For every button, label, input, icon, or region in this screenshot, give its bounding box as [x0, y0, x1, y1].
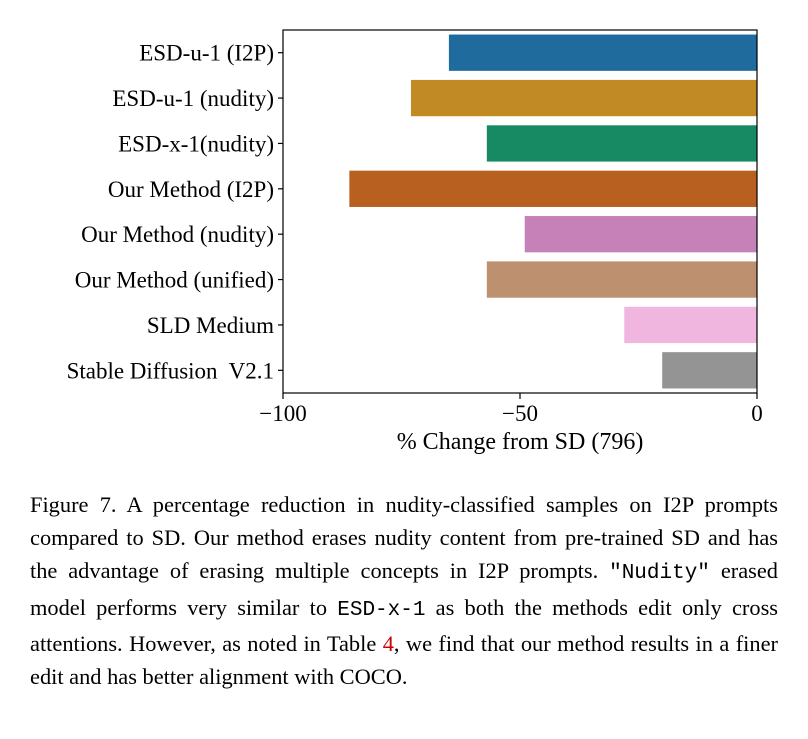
category-label: Our Method (I2P)	[108, 177, 274, 202]
caption-text-3: as both the methods edit only cross atte…	[30, 594, 778, 656]
bars-group	[349, 34, 757, 389]
x-axis-label: % Change from SD (796)	[397, 429, 644, 455]
category-label: Our Method (unified)	[75, 268, 274, 293]
caption-text-4: , we find that our method results in a f…	[30, 630, 778, 690]
x-tick-label: −50	[502, 401, 538, 426]
category-label: ESD-x-1(nudity)	[118, 131, 274, 156]
x-ticks: −100 −50 0	[259, 393, 763, 426]
bar-2	[410, 79, 757, 117]
bar-6	[486, 261, 757, 298]
plot-frame	[282, 29, 758, 394]
bar-3	[486, 125, 757, 162]
bar-4	[349, 170, 757, 207]
figure-caption: Figure 7. A percentage reduction in nudi…	[30, 488, 778, 693]
caption-text-1: Figure 7. A percentage reduction in nudi…	[30, 492, 778, 584]
bar-8	[662, 352, 757, 389]
bar-chart: ESD-u-1 (I2P) ESD-u-1 (nudity) ESD-x-1(nud…	[67, 29, 763, 455]
caption-code-esd-x-1: ESD-x-1	[337, 598, 426, 622]
category-label: Our Method (nudity)	[81, 222, 274, 247]
caption-table-ref[interactable]: 4	[382, 630, 394, 656]
category-label: ESD-u-1 (nudity)	[112, 86, 274, 111]
caption-code-nudity: "Nudity"	[609, 562, 710, 586]
bar-5	[524, 216, 757, 253]
x-tick-label: −100	[259, 401, 306, 426]
bar-1	[448, 34, 757, 71]
bar-7	[624, 306, 757, 344]
category-label: Stable Diffusion V2.1	[67, 358, 274, 383]
x-tick-label: 0	[751, 401, 763, 426]
caption-text-2: erased model performs very similar to	[30, 558, 778, 620]
category-label: SLD Medium	[147, 313, 274, 338]
category-label: ESD-u-1 (I2P)	[139, 41, 274, 66]
category-labels: ESD-u-1 (I2P) ESD-u-1 (nudity) ESD-x-1(nud…	[67, 41, 283, 383]
